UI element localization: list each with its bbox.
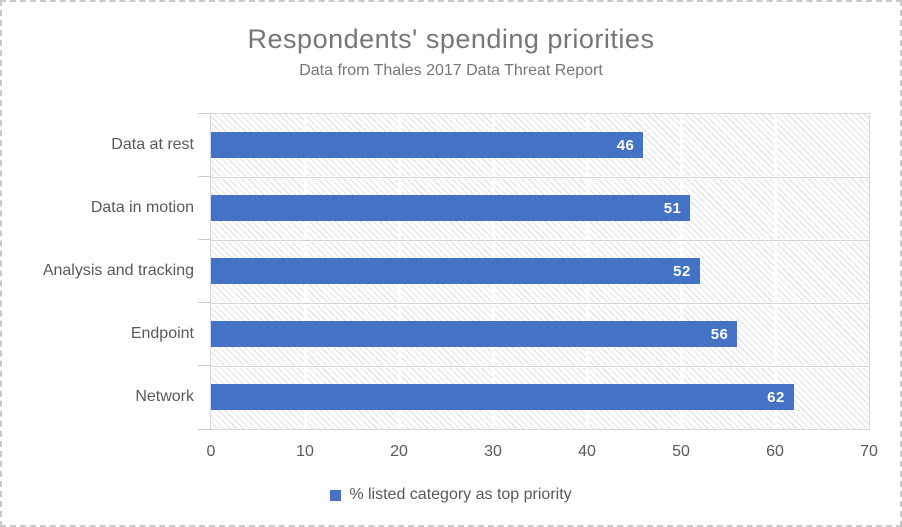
category-separator: [211, 303, 869, 304]
axis-tick: [198, 365, 211, 366]
category-label: Network: [135, 387, 194, 405]
x-tick-label: 50: [672, 443, 690, 460]
category-label: Data in motion: [90, 198, 194, 216]
bar-value-label: 62: [767, 388, 785, 406]
x-tick-label: 30: [484, 443, 502, 460]
bar-value-label: 52: [673, 262, 691, 280]
x-tick-label: 10: [296, 443, 314, 460]
axis-tick: [198, 176, 211, 177]
chart-title: Respondents' spending priorities: [247, 24, 655, 54]
category-label: Analysis and tracking: [42, 261, 194, 279]
category-axis: Data at rest Data in motion Analysis and…: [2, 113, 194, 430]
legend: % listed category as top priority: [2, 486, 900, 504]
bar-value-label: 46: [616, 136, 635, 154]
gridline: [774, 114, 777, 429]
chart-subtitle: Data from Thales 2017 Data Threat Report: [299, 62, 603, 79]
axis-tick: [198, 239, 211, 240]
x-tick-label: 40: [578, 443, 596, 460]
bar-data-in-motion: 51: [211, 195, 691, 221]
bar-analysis-and-tracking: 52: [211, 258, 700, 284]
x-tick-label: 70: [860, 443, 878, 460]
axis-tick: [198, 302, 211, 303]
bar-endpoint: 56: [211, 321, 738, 347]
category-separator: [211, 240, 869, 241]
bar-network: 62: [211, 384, 794, 410]
category-label: Endpoint: [130, 324, 194, 342]
bar-data-at-rest: 46: [211, 132, 644, 158]
x-tick-label: 20: [390, 443, 408, 460]
axis-tick: [198, 429, 211, 430]
x-tick-label: 0: [206, 443, 216, 460]
category-separator: [211, 366, 869, 367]
legend-marker-icon: [330, 489, 342, 501]
legend-label: % listed category as top priority: [349, 486, 572, 503]
plot-area: 46 51 52 56 62: [210, 113, 870, 430]
category-label: Data at rest: [111, 135, 194, 153]
bar-value-label: 51: [663, 199, 682, 217]
axis-tick: [198, 113, 211, 114]
bar-value-label: 56: [710, 325, 729, 343]
x-tick-label: 60: [766, 443, 784, 460]
category-separator: [211, 177, 869, 178]
